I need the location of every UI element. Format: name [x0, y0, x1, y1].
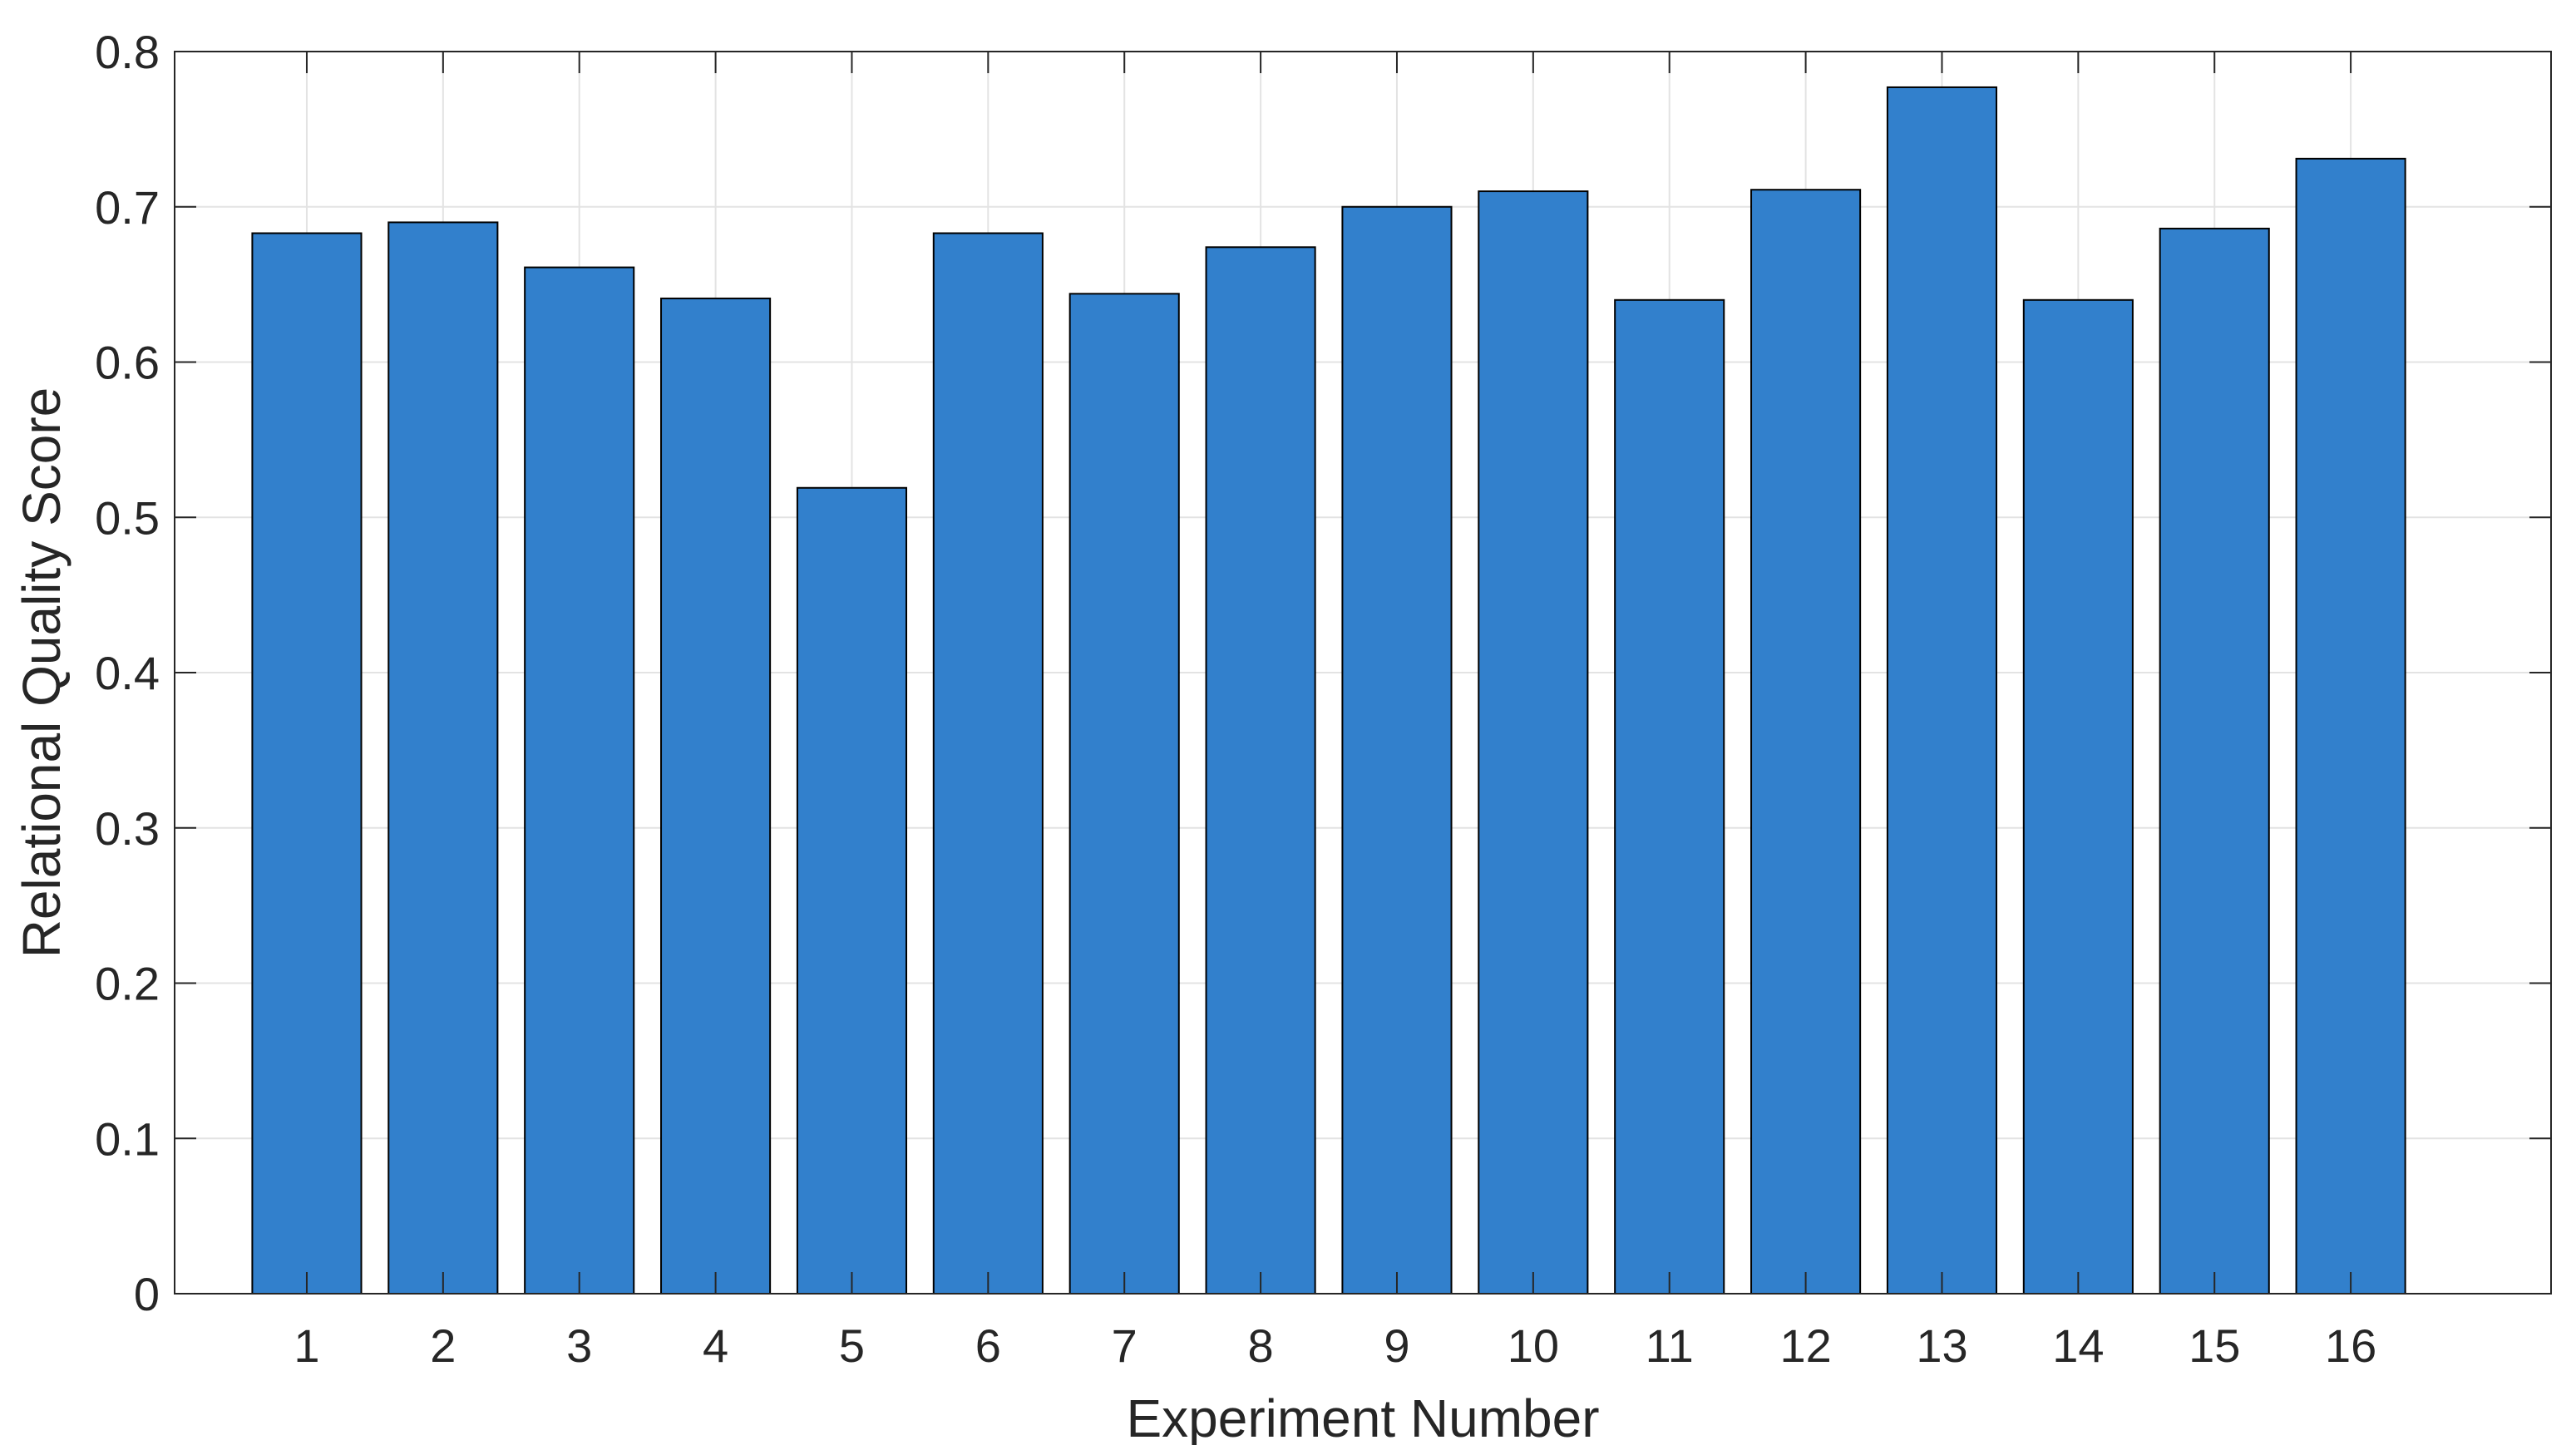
y-tick-label: 0.1 [95, 1112, 160, 1165]
bar-15 [2159, 227, 2270, 1295]
bar-14 [2022, 298, 2134, 1295]
bar-9 [1341, 205, 1453, 1295]
x-tick-label: 5 [839, 1319, 865, 1372]
y-axis-label: Relational Quality Score [12, 387, 72, 959]
bar-16 [2295, 157, 2406, 1295]
y-tick-label: 0.2 [95, 958, 160, 1010]
y-tick-label: 0.3 [95, 802, 160, 855]
bar-13 [1886, 86, 1998, 1295]
tick-marks [175, 51, 2551, 1295]
x-tick-label: 15 [2189, 1319, 2240, 1372]
bar-1 [251, 232, 363, 1295]
y-tick-label: 0.7 [95, 181, 160, 234]
bar-4 [660, 297, 772, 1295]
bar-series [251, 86, 2406, 1295]
x-tick-label: 14 [2052, 1319, 2104, 1372]
y-tick-label: 0 [134, 1268, 160, 1320]
x-tick-label: 1 [294, 1319, 319, 1372]
x-tick-label: 10 [1508, 1319, 1559, 1372]
x-tick-label: 7 [1112, 1319, 1137, 1372]
y-tick-label: 0.8 [95, 26, 160, 78]
x-axis-label: Experiment Number [1126, 1388, 1599, 1445]
y-tick-label: 0.6 [95, 337, 160, 389]
bar-7 [1068, 293, 1180, 1295]
x-tick-labels: 1 2 3 4 5 6 7 8 9 10 11 12 13 14 15 16 [294, 1319, 2376, 1372]
x-tick-label: 6 [975, 1319, 1001, 1372]
bar-3 [524, 266, 635, 1295]
bar-10 [1478, 190, 1589, 1295]
x-tick-label: 4 [703, 1319, 728, 1372]
bar-6 [932, 232, 1044, 1295]
x-tick-label: 12 [1779, 1319, 1831, 1372]
x-tick-label: 11 [1646, 1319, 1694, 1372]
bar-2 [387, 221, 499, 1295]
y-tick-label: 0.4 [95, 647, 160, 699]
x-tick-label: 13 [1916, 1319, 1967, 1372]
x-tick-label: 16 [2325, 1319, 2376, 1372]
bar-8 [1205, 246, 1316, 1295]
x-tick-label: 2 [430, 1319, 456, 1372]
bar-11 [1614, 298, 1725, 1295]
y-tick-labels: 0 0.1 0.2 0.3 0.4 0.5 0.6 0.7 0.8 [95, 26, 160, 1320]
x-tick-label: 3 [566, 1319, 592, 1372]
bar-12 [1750, 189, 1862, 1295]
x-tick-label: 9 [1384, 1319, 1409, 1372]
y-tick-label: 0.5 [95, 491, 160, 544]
x-tick-label: 8 [1248, 1319, 1274, 1372]
bar-5 [796, 486, 908, 1295]
